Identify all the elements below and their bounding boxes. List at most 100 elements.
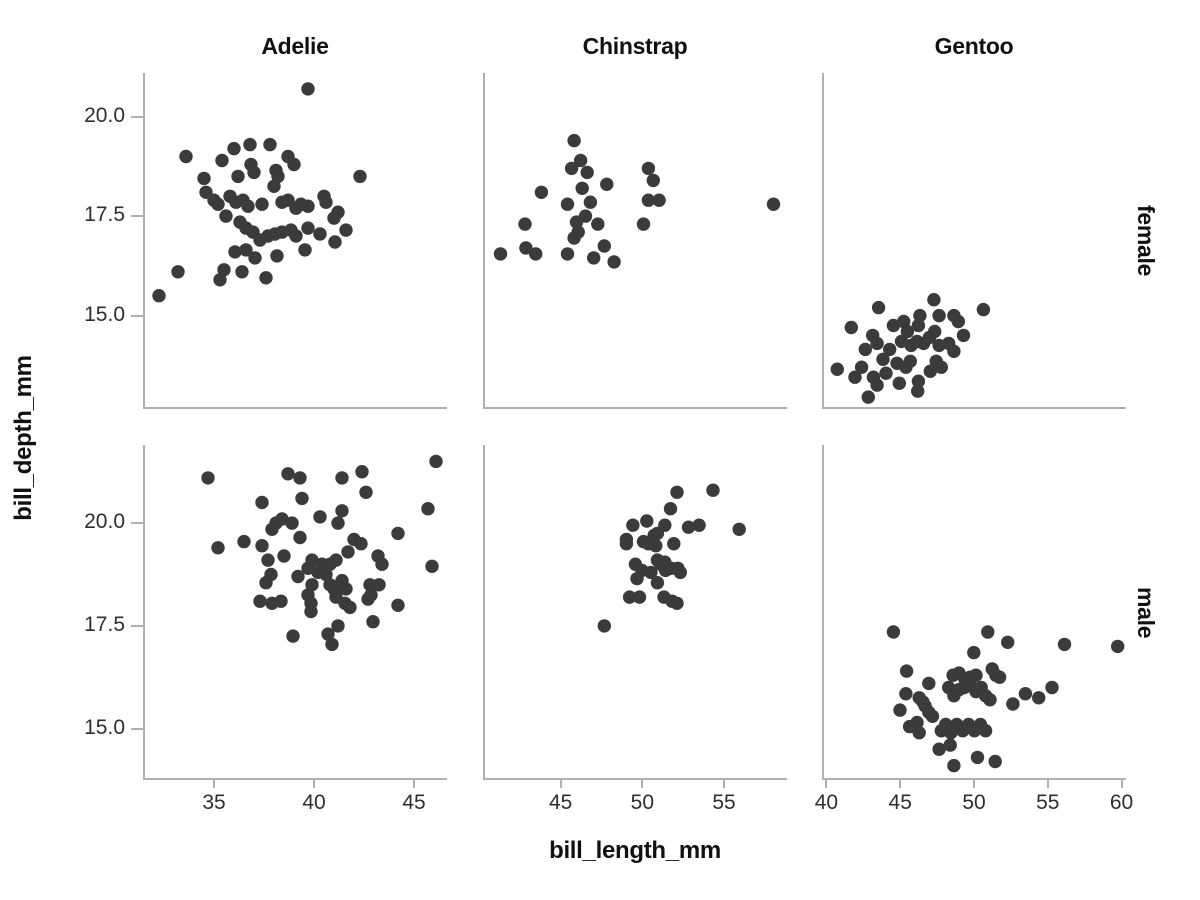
data-point <box>583 195 598 209</box>
data-point <box>265 522 279 536</box>
data-point <box>956 328 971 343</box>
data-point <box>681 520 696 534</box>
data-point <box>626 518 640 532</box>
x-tick-label: 50 <box>630 791 655 814</box>
data-point <box>274 594 288 608</box>
data-point <box>255 495 269 510</box>
data-point <box>328 235 342 249</box>
data-point <box>988 754 1002 769</box>
data-point <box>706 483 720 497</box>
data-point <box>353 169 367 184</box>
data-point <box>922 330 937 345</box>
data-point <box>858 342 872 357</box>
data-point <box>575 181 589 195</box>
data-point <box>886 625 901 639</box>
data-point <box>277 549 291 563</box>
data-point <box>892 376 906 390</box>
data-point <box>335 504 349 518</box>
data-point <box>871 300 886 315</box>
data-point <box>848 370 862 384</box>
data-point <box>341 545 355 559</box>
data-point <box>912 726 926 740</box>
y-axis-label: bill_depth_mm <box>10 355 37 521</box>
x-tick-label: 45 <box>888 791 912 814</box>
data-point <box>649 539 663 553</box>
x-tick-label: 40 <box>814 791 839 814</box>
scatter-points-layer <box>886 625 1125 773</box>
facet-panel-adelie-male <box>143 445 447 780</box>
data-point <box>534 185 549 199</box>
data-point <box>355 465 369 479</box>
data-point <box>1001 635 1015 649</box>
data-point <box>670 596 684 610</box>
data-point <box>248 251 262 265</box>
data-point <box>876 352 890 366</box>
data-point <box>375 557 389 571</box>
data-point <box>900 324 915 339</box>
data-point <box>587 251 601 265</box>
data-point <box>925 709 940 723</box>
y-tick-mark <box>131 314 143 317</box>
data-point <box>261 553 275 567</box>
y-tick-mark <box>131 727 143 730</box>
data-point <box>646 173 660 188</box>
data-point <box>830 362 844 376</box>
x-tick-mark <box>973 780 975 788</box>
scatter-points-layer <box>201 454 443 652</box>
data-point <box>591 217 605 231</box>
data-point <box>301 221 315 235</box>
data-point <box>339 582 353 596</box>
data-point <box>911 384 925 398</box>
data-point <box>1006 697 1020 711</box>
data-point <box>331 516 345 530</box>
data-point <box>641 161 656 176</box>
x-tick-mark <box>313 780 315 788</box>
x-tick-label: 45 <box>548 791 573 814</box>
data-point <box>913 308 927 323</box>
data-point <box>281 467 295 481</box>
data-point <box>241 199 255 213</box>
x-tick-mark <box>825 780 828 788</box>
data-point <box>231 169 245 184</box>
x-tick-mark <box>641 780 644 788</box>
data-point <box>301 199 315 213</box>
data-point <box>597 619 611 633</box>
data-point <box>1045 680 1059 695</box>
data-point <box>289 229 303 243</box>
data-point <box>923 364 937 378</box>
x-tick-mark <box>723 780 726 788</box>
x-tick-label: 50 <box>962 791 986 814</box>
data-point <box>943 738 957 752</box>
data-point <box>910 715 924 730</box>
data-point <box>239 243 253 257</box>
data-point <box>247 165 261 180</box>
data-point <box>854 360 869 374</box>
y-tick-label: 15.0 <box>84 715 125 739</box>
data-point <box>359 485 373 499</box>
y-tick-label: 17.5 <box>84 612 125 636</box>
data-point <box>692 518 706 532</box>
data-point <box>580 165 594 180</box>
x-tick-label: 60 <box>1109 791 1134 814</box>
data-point <box>259 271 273 285</box>
data-point <box>327 211 341 225</box>
data-point <box>270 249 284 263</box>
x-tick-mark <box>213 780 215 788</box>
y-tick-label: 15.0 <box>84 302 125 326</box>
data-point <box>529 247 543 261</box>
data-point <box>564 161 579 176</box>
data-point <box>870 336 884 351</box>
data-point <box>947 758 961 773</box>
data-point <box>981 625 995 639</box>
data-point <box>319 195 333 209</box>
data-point <box>213 273 227 287</box>
data-point <box>372 578 386 592</box>
x-tick-mark <box>1046 780 1049 788</box>
x-tick-mark <box>899 780 902 788</box>
data-point <box>391 598 405 612</box>
data-point <box>567 133 581 148</box>
data-point <box>619 537 634 551</box>
data-point <box>287 157 301 172</box>
data-point <box>951 314 965 329</box>
